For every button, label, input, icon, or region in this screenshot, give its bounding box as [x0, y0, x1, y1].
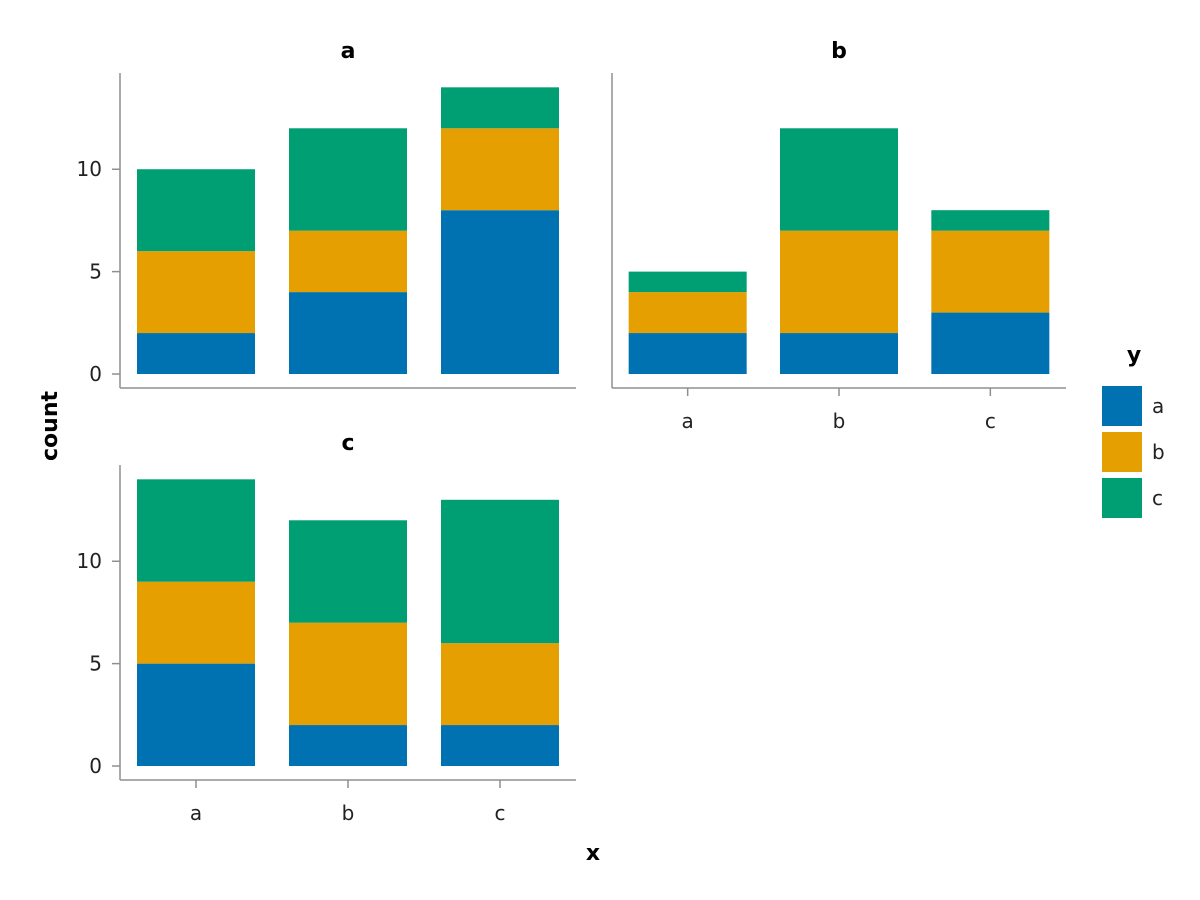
bar-b-b-c — [780, 128, 898, 231]
bar-a-a-c — [137, 169, 255, 252]
panel-a: a 0 5 10 — [77, 39, 576, 389]
bar-b-c-b — [931, 230, 1050, 313]
x-tick-label: b — [342, 801, 355, 825]
bar-c-b-c — [289, 520, 407, 623]
x-axis-title: x — [586, 841, 600, 866]
bar-b-a-b — [628, 292, 747, 334]
bar-c-a-a — [137, 663, 255, 766]
y-tick-label: 0 — [89, 362, 102, 386]
panel-title: a — [341, 39, 356, 64]
bar-a-b-b — [289, 230, 407, 293]
legend-swatch-c — [1102, 478, 1142, 518]
panel-b: b a b c — [611, 39, 1066, 433]
bar-a-a-a — [137, 333, 255, 374]
bar-c-c-b — [441, 643, 559, 726]
x-tick-label: a — [190, 801, 202, 825]
bar-c-c-c — [441, 499, 559, 644]
bar-a-c-c — [441, 87, 559, 129]
x-tick-label: a — [682, 409, 694, 433]
y-tick-label: 0 — [89, 754, 102, 778]
legend-label-a: a — [1152, 394, 1164, 418]
x-tick-label: c — [495, 801, 506, 825]
bar-c-a-c — [137, 479, 255, 582]
bar-c-a-b — [137, 581, 255, 664]
bar-b-c-a — [931, 312, 1050, 374]
y-axis-title: count — [38, 391, 63, 461]
y-tick-label: 10 — [77, 157, 102, 181]
panel-title: c — [341, 431, 354, 456]
bar-a-b-c — [289, 128, 407, 231]
legend-label-c: c — [1152, 486, 1163, 510]
y-tick-label: 10 — [77, 549, 102, 573]
legend-title: y — [1127, 343, 1141, 368]
y-tick-label: 5 — [89, 260, 102, 284]
bar-b-b-a — [780, 333, 898, 374]
x-tick-label: b — [833, 409, 846, 433]
bar-a-c-b — [441, 128, 559, 211]
bar-c-c-a — [441, 725, 559, 766]
legend-swatch-b — [1102, 432, 1142, 472]
bar-a-a-b — [137, 251, 255, 334]
panel-title: b — [831, 39, 847, 64]
bar-b-a-a — [628, 333, 747, 374]
chart-panels: a 0 5 10 b a b c c 0 5 10 a b c — [77, 39, 1066, 825]
bar-a-c-a — [441, 210, 559, 374]
legend-swatch-a — [1102, 386, 1142, 426]
panel-c: c 0 5 10 a b c — [77, 431, 576, 825]
bar-b-c-c — [931, 210, 1050, 231]
y-tick-label: 5 — [89, 652, 102, 676]
bar-c-b-b — [289, 622, 407, 726]
x-tick-label: c — [985, 409, 996, 433]
bar-c-b-a — [289, 725, 407, 766]
legend: y abc — [1102, 343, 1165, 518]
legend-label-b: b — [1152, 440, 1165, 464]
bar-b-b-b — [780, 230, 898, 334]
bar-a-b-a — [289, 292, 407, 374]
bar-b-a-c — [628, 271, 747, 293]
